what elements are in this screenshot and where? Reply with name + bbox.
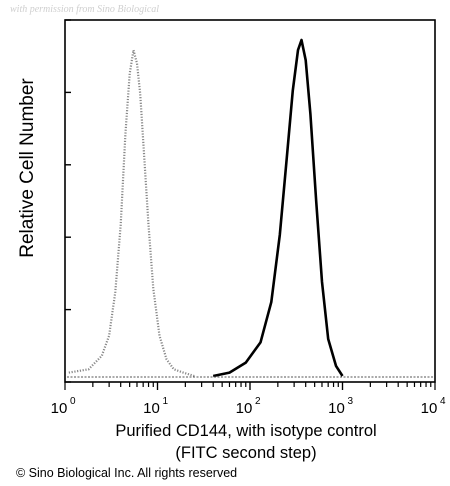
histogram-series-1 [68, 49, 195, 378]
x-tick-label-exponent: 2 [255, 396, 261, 407]
plot-frame [64, 19, 436, 383]
x-tick-label-group: 10 0 10 1 10 2 10 3 10 4 [51, 396, 446, 417]
x-tick-label: 10 [143, 400, 160, 417]
x-axis-label-line-2: (FITC second step) [175, 444, 317, 462]
copyright-footer: © Sino Biological Inc. All rights reserv… [16, 466, 238, 480]
x-tick-label: 10 [328, 400, 345, 417]
x-axis-label: Purified CD144, with isotype control (FI… [115, 420, 376, 464]
y-tick-group [65, 19, 71, 383]
x-axis-label-line-1: Purified CD144, with isotype control [115, 422, 377, 440]
x-tick-label: 10 [51, 400, 68, 417]
series-group [67, 38, 433, 378]
y-axis-label: Relative Cell Number [17, 78, 38, 258]
histogram-series-2 [212, 38, 344, 378]
x-tick-label-exponent: 1 [163, 396, 169, 407]
x-tick-label-exponent: 4 [440, 396, 446, 407]
x-tick-label-exponent: 3 [348, 396, 354, 407]
x-tick-group [64, 382, 436, 390]
x-tick-label: 10 [421, 400, 438, 417]
watermark-text: with permission from Sino Biological [10, 4, 160, 15]
x-tick-label-exponent: 0 [70, 396, 76, 407]
x-tick-label: 10 [236, 400, 253, 417]
